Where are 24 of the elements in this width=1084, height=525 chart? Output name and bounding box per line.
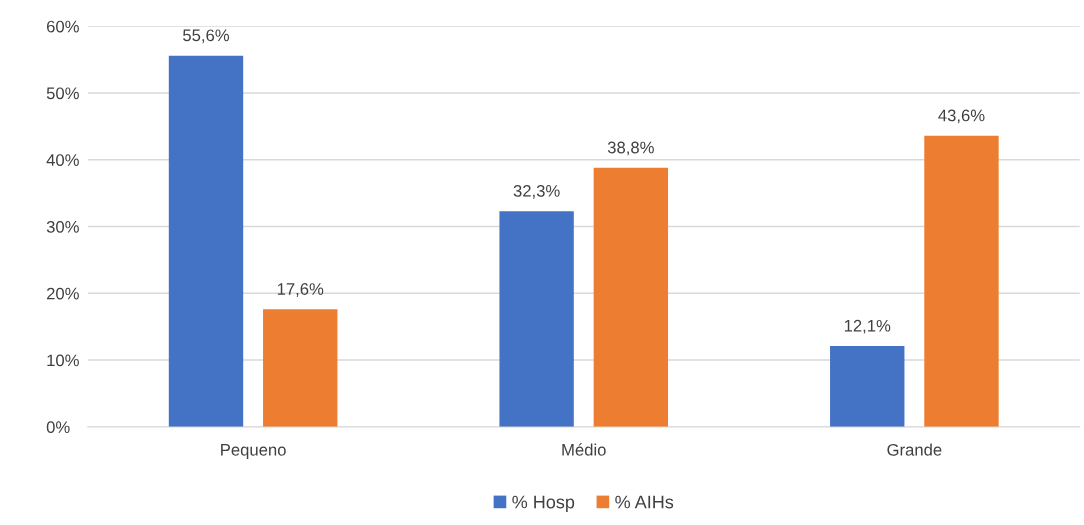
data-label: 12,1% (844, 319, 891, 334)
data-label: 43,6% (938, 109, 985, 124)
data-label: 17,6% (277, 283, 324, 297)
bar (499, 211, 574, 427)
data-label: 32,3% (513, 184, 560, 199)
y-tick-label: 50% (46, 87, 79, 100)
bar (168, 55, 244, 427)
bar (263, 309, 338, 427)
y-tick-label: 0% (46, 421, 70, 434)
bar (924, 135, 999, 427)
y-tick-label: 10% (47, 354, 79, 367)
x-tick-label: Grande (887, 443, 942, 456)
data-label: 38,8% (607, 141, 654, 156)
bar (830, 346, 905, 427)
legend-label: % Hosp (512, 495, 575, 512)
y-tick-label: 60% (46, 20, 79, 33)
x-tick-label: Médio (562, 443, 606, 456)
data-label: 55,6% (183, 29, 230, 44)
legend-label: % AIHs (615, 495, 674, 509)
y-tick-label: 20% (46, 287, 79, 300)
y-tick-label: 40% (46, 154, 79, 166)
x-tick-label: Pequeno (221, 444, 286, 460)
y-tick-label: 30% (46, 220, 79, 233)
bar (593, 167, 669, 427)
